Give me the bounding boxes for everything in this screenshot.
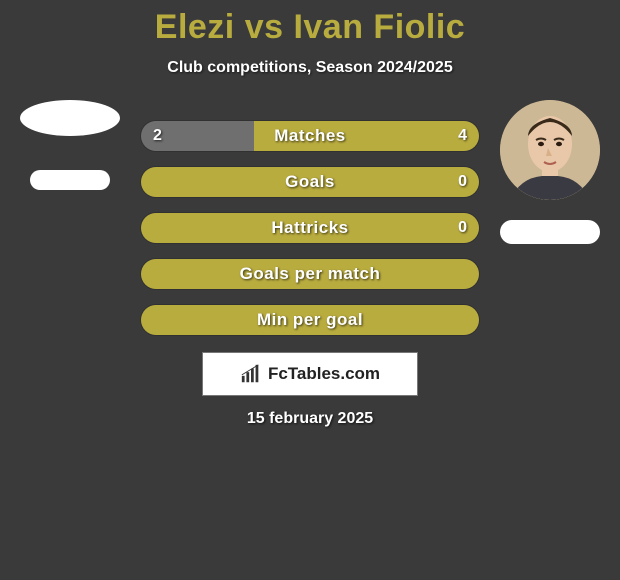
stat-bar-label: Min per goal xyxy=(141,305,479,335)
player-left-flag-chip xyxy=(30,170,110,190)
title-text: Elezi vs Ivan Fiolic xyxy=(155,8,465,46)
stat-bar-row: Goals0 xyxy=(140,166,480,198)
date-stamp: 15 february 2025 xyxy=(0,410,620,428)
stat-bar-right-value: 0 xyxy=(458,213,467,243)
stat-bar-label: Hattricks xyxy=(141,213,479,243)
comparison-infographic: Elezi vs Ivan Fiolic Club competitions, … xyxy=(0,0,620,580)
stat-bar-row: Min per goal xyxy=(140,304,480,336)
stat-bar-row: Goals per match xyxy=(140,258,480,290)
barchart-icon xyxy=(240,363,262,385)
stat-bar-left-value: 2 xyxy=(153,121,162,151)
person-icon xyxy=(500,100,600,200)
stat-bar-label: Matches xyxy=(141,121,479,151)
player-right-panel xyxy=(490,100,610,244)
player-right-flag-chip xyxy=(500,220,600,244)
source-logo-box: FcTables.com xyxy=(202,352,418,396)
stat-bar-label: Goals xyxy=(141,167,479,197)
stat-bar-right-value: 4 xyxy=(458,121,467,151)
source-logo-text: FcTables.com xyxy=(268,364,380,384)
player-left-panel xyxy=(10,100,130,190)
player-left-avatar-placeholder xyxy=(20,100,120,136)
stat-bar-row: Hattricks0 xyxy=(140,212,480,244)
stat-bars: Matches24Goals0Hattricks0Goals per match… xyxy=(140,120,480,350)
stat-bar-label: Goals per match xyxy=(141,259,479,289)
stat-bar-right-value: 0 xyxy=(458,167,467,197)
stat-bar-row: Matches2 4 xyxy=(140,120,480,152)
page-title: Elezi vs Ivan Fiolic xyxy=(0,0,620,47)
subtitle: Club competitions, Season 2024/2025 xyxy=(0,59,620,77)
player-right-avatar xyxy=(500,100,600,200)
